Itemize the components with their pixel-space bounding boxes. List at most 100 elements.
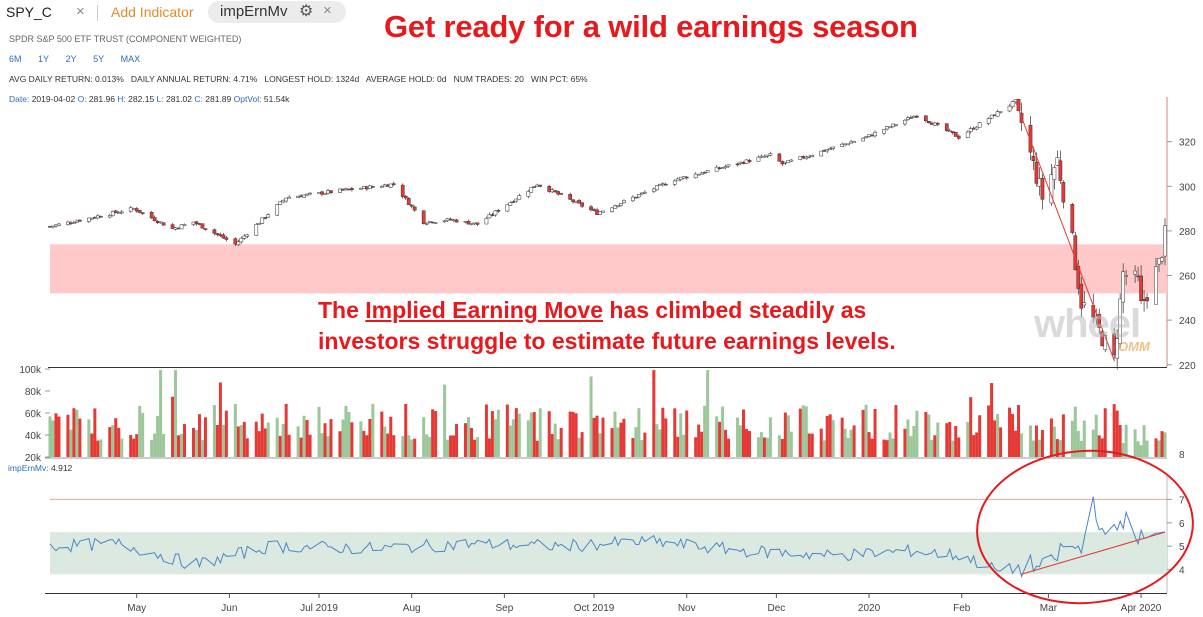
- volume-bar: [1103, 408, 1107, 457]
- candle-body: [974, 126, 979, 130]
- volume-bar: [595, 415, 599, 457]
- volume-bar: [341, 419, 345, 457]
- symbol-tab[interactable]: SPY_C: [6, 4, 52, 20]
- x-axis-tick-label: Aug: [403, 603, 421, 614]
- candle-body: [466, 221, 471, 225]
- candle-body: [51, 225, 55, 228]
- candle-body: [798, 156, 803, 160]
- range-max-button[interactable]: MAX: [120, 54, 141, 64]
- toolbar-divider: [97, 5, 98, 21]
- candle-body: [885, 126, 889, 130]
- volume-bar: [616, 427, 620, 457]
- volume-bar: [517, 413, 521, 457]
- ohlc-low: 281.02: [166, 94, 193, 104]
- volume-bar: [75, 409, 79, 457]
- volume-bar: [329, 419, 333, 457]
- candle-body: [496, 210, 501, 212]
- candle-body: [514, 198, 519, 202]
- volume-bar: [129, 434, 133, 457]
- candle-body: [170, 224, 175, 229]
- indicator-line: [49, 496, 1166, 578]
- volume-y-tick-label: 80k: [25, 387, 42, 398]
- annotation-line1-after: has climbed steadily as: [603, 297, 867, 323]
- candle-body: [48, 226, 52, 228]
- ohlc-close-label: C:: [194, 94, 203, 104]
- candle-body: [433, 222, 438, 224]
- candle-body: [487, 214, 492, 219]
- candle-body: [912, 116, 916, 118]
- volume-bar: [613, 411, 617, 457]
- indicator-top-label: 8: [1179, 450, 1185, 461]
- volume-bar: [861, 409, 865, 457]
- range-6m-button[interactable]: 6M: [9, 54, 22, 64]
- volume-bar: [780, 438, 784, 457]
- gear-icon[interactable]: ⚙: [299, 3, 314, 20]
- volume-bar: [742, 409, 746, 457]
- range-buttons: 6M 1Y 2Y 5Y MAX: [9, 54, 154, 64]
- candle-body: [1061, 181, 1066, 203]
- candle-body: [622, 199, 626, 203]
- volume-bar: [233, 403, 237, 457]
- volume-bar: [993, 420, 997, 457]
- indicator-readout-label: impErnMv:: [8, 463, 49, 473]
- volume-bar: [54, 413, 58, 457]
- volume-bar: [90, 433, 94, 457]
- range-2y-button[interactable]: 2Y: [65, 54, 77, 64]
- volume-bar: [317, 406, 321, 457]
- candle-body: [1073, 235, 1078, 271]
- ohlc-optvol-label: OptVol:: [233, 94, 262, 104]
- candle-body: [616, 205, 620, 207]
- close-symbol-icon[interactable]: ×: [76, 3, 85, 20]
- volume-bar: [556, 439, 560, 457]
- volume-bar: [532, 412, 536, 457]
- candle-body: [768, 153, 773, 156]
- candle-body: [547, 185, 552, 192]
- volume-bar: [490, 411, 494, 457]
- volume-bar: [870, 438, 874, 457]
- volume-bar: [721, 406, 725, 457]
- range-5y-button[interactable]: 5Y: [93, 54, 105, 64]
- candle-body: [935, 123, 940, 125]
- volume-bar: [631, 438, 635, 457]
- candle-body: [613, 205, 617, 209]
- volume-bar: [831, 420, 835, 457]
- candle-body: [828, 148, 833, 150]
- volume-bar: [685, 410, 689, 457]
- price-y-tick-label: 320: [1179, 138, 1196, 149]
- candle-body: [362, 186, 366, 189]
- volume-bar: [153, 433, 157, 457]
- candle-body: [182, 224, 187, 226]
- candle-body: [1118, 298, 1123, 344]
- candle-body: [944, 123, 949, 131]
- range-1y-button[interactable]: 1Y: [38, 54, 50, 64]
- candle-body: [92, 217, 97, 219]
- candle-body: [574, 201, 578, 203]
- candle-body: [475, 222, 480, 225]
- candle-body: [320, 191, 324, 195]
- volume-bar: [1154, 438, 1158, 457]
- volume-bar: [212, 405, 216, 457]
- volume-bar: [78, 418, 82, 457]
- x-axis-tick-label: Oct 2019: [574, 603, 615, 614]
- candle-body: [953, 132, 958, 137]
- candle-body: [116, 212, 121, 214]
- indicator-band: [50, 532, 1167, 575]
- candle-body: [637, 194, 641, 198]
- candle-body: [741, 162, 746, 164]
- candle-body: [323, 193, 327, 195]
- volume-bar: [1049, 418, 1053, 457]
- candle-body: [508, 202, 513, 206]
- volume-bar: [909, 436, 913, 457]
- candle-body: [1013, 99, 1018, 103]
- indicator-chip[interactable]: impErnMv ⚙ ×: [208, 1, 346, 23]
- close-icon[interactable]: ×: [323, 2, 332, 19]
- candle-body: [445, 218, 450, 221]
- volume-bar: [469, 427, 473, 457]
- add-indicator-button[interactable]: Add Indicator: [111, 4, 194, 20]
- x-axis-tick-label: May: [127, 603, 146, 614]
- candle-body: [1034, 161, 1039, 184]
- volume-bar: [362, 430, 366, 457]
- candle-body: [134, 208, 139, 212]
- volume-bar: [1011, 413, 1015, 457]
- volume-bar: [1008, 407, 1012, 457]
